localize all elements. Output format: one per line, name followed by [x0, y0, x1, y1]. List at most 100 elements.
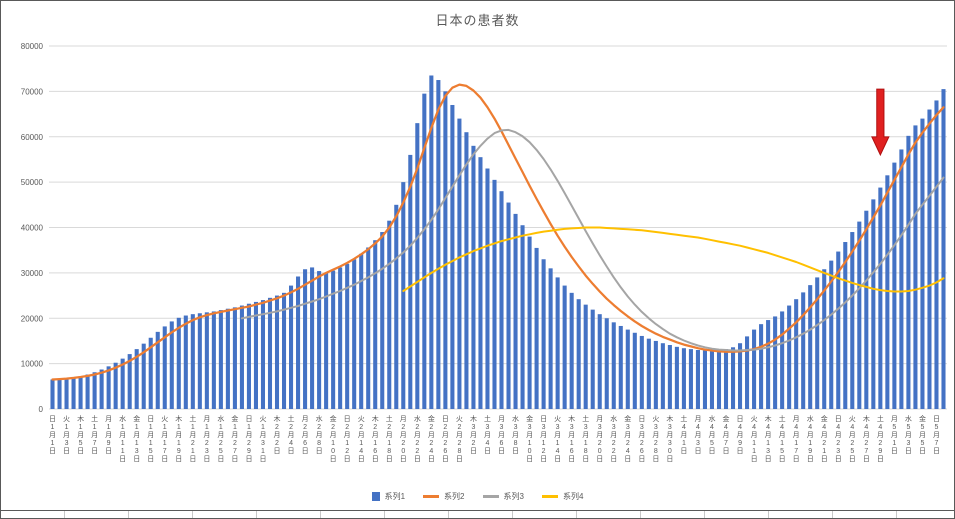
legend-swatch-line-icon [423, 495, 440, 498]
legend-swatch-bar-icon [371, 492, 380, 501]
series-4-line [402, 226, 945, 293]
legend-item-4[interactable]: 系列4 [541, 491, 584, 502]
chart-legend: 系列1 系列2 系列3 系列4 [1, 491, 954, 502]
spreadsheet-gridline-strip [1, 511, 954, 518]
gridlines [49, 45, 947, 410]
svg-text:60000: 60000 [21, 133, 44, 142]
svg-text:30000: 30000 [21, 269, 44, 278]
legend-item-2[interactable]: 系列2 [423, 491, 465, 502]
legend-label: 系列1 [384, 492, 406, 501]
x-axis-labels: 日 1 月 1 日火 1 月 3 日木 1 月 5 日土 1 月 7 日月 1 月 9 日水 1 月 1 1 日金 1 月 1 3 日日 1 月… [49, 414, 940, 463]
y-axis-labels: 0 10000 20000 30000 40000 50000 60000 70000 8000… [21, 42, 44, 414]
spreadsheet-cells [1, 511, 954, 518]
legend-swatch-line-icon [541, 495, 558, 498]
red-arrow-annotation[interactable] [871, 88, 890, 157]
svg-text:40000: 40000 [21, 224, 44, 233]
plot-area: 0 10000 20000 30000 40000 50000 60000 70000 8000… [21, 42, 947, 463]
series-1-bars [50, 75, 946, 410]
legend-label: 系列4 [562, 492, 584, 501]
chart-title: 日本の患者数 [435, 13, 520, 28]
legend-item-1[interactable]: 系列1 [371, 491, 406, 502]
legend-label: 系列2 [444, 492, 465, 501]
svg-text:50000: 50000 [21, 178, 44, 187]
series-3-line [240, 128, 945, 352]
svg-text:20000: 20000 [21, 314, 44, 323]
series-2-line [51, 83, 945, 381]
svg-text:80000: 80000 [21, 42, 44, 51]
legend-item-3[interactable]: 系列3 [482, 491, 524, 502]
svg-text:0: 0 [39, 405, 44, 414]
legend-label: 系列3 [503, 492, 524, 501]
legend-swatch-line-icon [482, 495, 499, 498]
svg-text:70000: 70000 [21, 87, 44, 96]
svg-text:10000: 10000 [21, 360, 44, 369]
